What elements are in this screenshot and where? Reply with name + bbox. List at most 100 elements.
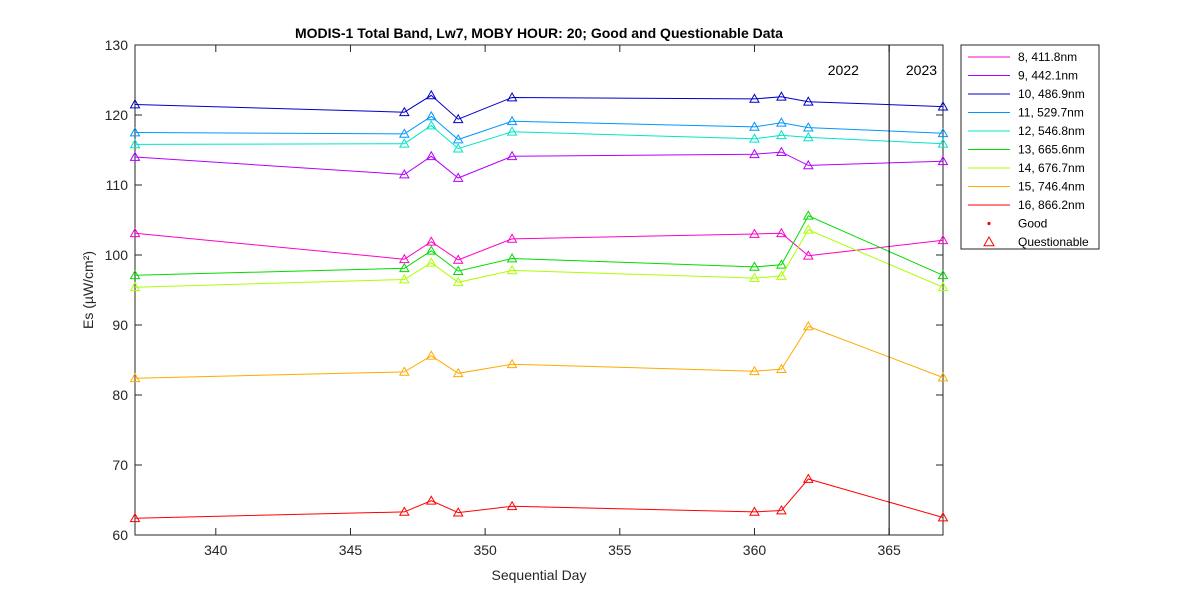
data-point	[129, 151, 141, 161]
data-point	[506, 358, 518, 369]
data-point	[802, 210, 814, 220]
data-point	[749, 365, 760, 376]
data-point	[452, 143, 464, 153]
series-line	[134, 151, 944, 179]
data-point	[129, 512, 141, 523]
annotation-layer: 2022 2023	[828, 45, 937, 535]
series-group	[129, 224, 949, 292]
y-tick-label: 70	[112, 457, 128, 473]
x-tick-label: 350	[473, 542, 497, 558]
data-point	[776, 227, 787, 238]
data-point	[129, 126, 141, 137]
data-point	[802, 122, 814, 132]
legend: 8, 411.8nm 9, 442.1nm 10, 486.9nm 11, 529.7…	[960, 44, 1100, 250]
year-annotation: 2022	[828, 62, 859, 78]
data-point	[398, 273, 410, 284]
y-tick-label: 60	[112, 527, 128, 543]
data-point	[937, 281, 949, 292]
data-point	[398, 366, 410, 376]
x-tick-label: 345	[339, 542, 363, 558]
data-point	[776, 259, 787, 269]
data-point	[506, 500, 518, 511]
x-tick-label: 355	[608, 542, 632, 558]
data-point	[398, 138, 410, 148]
data-point	[425, 350, 437, 360]
legend-entry: 13, 665.6nm	[1018, 143, 1085, 157]
data-point	[749, 506, 760, 516]
data-point	[776, 117, 787, 127]
data-point	[937, 511, 949, 522]
legend-entry: 8, 411.8nm	[1018, 50, 1077, 64]
data-point	[749, 93, 760, 103]
data-point	[749, 228, 760, 238]
legend-entry: Good	[1018, 217, 1047, 231]
legend-entry: 16, 866.2nm	[1018, 198, 1085, 212]
y-tick-label: 90	[112, 317, 128, 333]
x-tick-label: 360	[743, 542, 767, 558]
series-line	[134, 478, 944, 519]
series-line	[134, 232, 944, 261]
data-point	[129, 281, 141, 292]
data-point	[937, 101, 949, 111]
series-group	[129, 320, 949, 383]
series-line	[134, 215, 944, 276]
year-annotation: 2023	[906, 62, 937, 78]
legend-entry: 10, 486.9nm	[1018, 87, 1085, 101]
data-point	[425, 150, 437, 161]
data-point	[937, 234, 949, 245]
series-line	[134, 115, 944, 141]
series-group	[129, 210, 949, 280]
series-line	[134, 124, 944, 150]
data-point	[452, 172, 464, 182]
data-point	[129, 138, 141, 149]
data-point	[749, 133, 760, 143]
plot-area	[134, 44, 944, 536]
data-point	[452, 133, 464, 144]
data-point	[776, 146, 787, 156]
data-point	[506, 115, 518, 126]
legend-box	[960, 44, 1100, 250]
legend-entry: 9, 442.1nm	[1018, 69, 1078, 83]
data-point	[802, 250, 814, 260]
series-group	[129, 146, 949, 182]
data-point	[776, 129, 787, 140]
data-point	[802, 131, 814, 142]
data-point	[937, 155, 949, 166]
data-point	[129, 372, 141, 383]
data-point	[802, 96, 814, 106]
legend-marker-triangle	[983, 235, 995, 247]
chart-title: MODIS-1 Total Band, Lw7, MOBY HOUR: 20; …	[295, 25, 783, 41]
data-point	[452, 367, 464, 378]
y-tick-label: 100	[105, 247, 129, 263]
data-point	[749, 272, 760, 282]
data-point	[425, 236, 437, 246]
data-point	[506, 150, 518, 161]
x-tick-label: 340	[204, 542, 228, 558]
data-point	[937, 371, 949, 382]
axis-ticks: 340 345 350 355 360 365 60 70 80 90 100 110 120 130	[105, 37, 943, 558]
data-point	[776, 91, 787, 101]
data-point	[129, 227, 141, 238]
data-point	[506, 91, 518, 102]
series-group	[129, 473, 949, 523]
series-group	[129, 89, 949, 124]
data-point	[398, 262, 410, 273]
data-point	[425, 257, 437, 267]
y-tick-label: 120	[105, 107, 129, 123]
data-point	[452, 113, 464, 124]
series-group	[129, 110, 949, 144]
data-point	[452, 254, 464, 264]
y-tick-label: 110	[106, 177, 129, 193]
data-point	[398, 253, 410, 264]
series-line	[134, 94, 944, 120]
data-point	[452, 507, 464, 517]
data-point	[398, 106, 410, 117]
data-point	[749, 261, 760, 271]
data-point	[506, 264, 518, 275]
data-point	[452, 276, 464, 287]
data-point	[425, 245, 437, 255]
data-point	[398, 128, 410, 138]
data-point	[506, 233, 518, 243]
